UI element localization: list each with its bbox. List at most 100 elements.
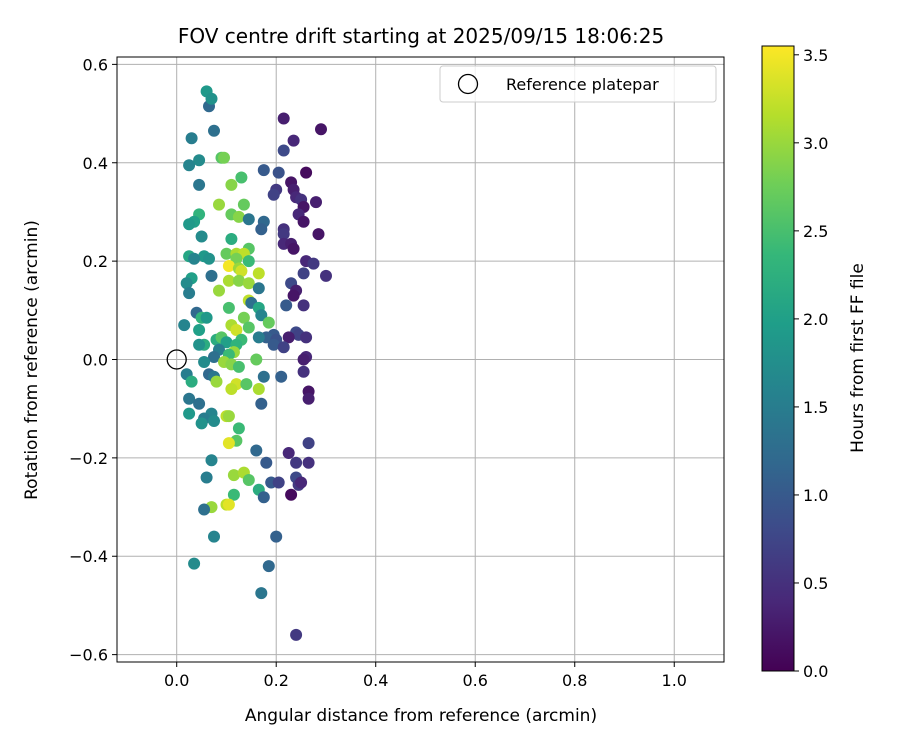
data-point [257, 491, 270, 504]
data-point [193, 338, 206, 351]
data-point [277, 144, 290, 157]
data-point [295, 476, 308, 489]
data-point [242, 321, 255, 334]
data-point [200, 471, 213, 484]
data-point [272, 166, 285, 179]
colorbar-tick-label: 1.0 [803, 486, 828, 505]
data-point [193, 154, 206, 167]
data-point [220, 336, 233, 349]
data-point [208, 530, 220, 543]
data-point [185, 375, 198, 388]
data-point [235, 171, 248, 184]
data-point [193, 178, 206, 191]
data-point [225, 383, 238, 395]
data-point [297, 299, 310, 312]
data-point [267, 338, 280, 351]
y-ticks: −0.6 −0.4 −0.2 0.0 0.2 0.4 0.6 [69, 55, 117, 665]
y-tick-label: 0.0 [83, 351, 108, 370]
data-point [208, 124, 220, 137]
data-point [300, 331, 313, 344]
data-point [232, 422, 245, 435]
data-point [315, 123, 327, 136]
data-point [297, 267, 310, 280]
data-point [195, 417, 208, 430]
colorbar-tick-label: 3.5 [803, 46, 828, 65]
data-point [235, 265, 248, 277]
data-point [222, 301, 235, 314]
data-point [208, 351, 220, 363]
data-point [183, 407, 196, 420]
data-point [225, 233, 238, 245]
data-point [262, 560, 275, 573]
data-point [287, 242, 300, 255]
colorbar-tick-label: 2.0 [803, 310, 828, 329]
y-tick-label: −0.6 [69, 646, 108, 665]
y-tick-label: 0.2 [83, 252, 108, 271]
data-point [237, 311, 250, 324]
chart-title: FOV centre drift starting at 2025/09/15 … [178, 24, 664, 48]
data-point [255, 223, 268, 236]
data-point [257, 370, 270, 383]
x-tick-label: 0.8 [562, 671, 587, 690]
data-point [222, 410, 235, 423]
x-tick-label: 0.2 [263, 671, 288, 690]
data-point [297, 353, 310, 366]
data-point [193, 397, 206, 410]
data-point [242, 277, 255, 290]
data-point [285, 488, 298, 501]
data-point [185, 132, 198, 145]
data-point [302, 456, 315, 469]
data-point [183, 287, 196, 300]
colorbar-frame [761, 45, 795, 672]
data-point [242, 474, 255, 486]
colorbar-tick-label: 2.5 [803, 222, 828, 241]
data-point [312, 228, 325, 241]
data-point [232, 274, 245, 287]
data-point [270, 530, 283, 543]
data-point [242, 213, 255, 226]
colorbar-label: Hours from first FF file [848, 263, 868, 453]
y-axis-label: Rotation from reference (arcmin) [22, 220, 42, 500]
data-point [297, 215, 310, 228]
data-point [198, 356, 211, 368]
data-point [205, 92, 218, 105]
colorbar [762, 46, 794, 671]
x-tick-label: 0.6 [463, 671, 488, 690]
data-point [275, 370, 288, 383]
data-point [230, 324, 243, 336]
data-point [213, 198, 225, 211]
colorbar-tick-label: 3.0 [803, 134, 828, 153]
data-point [240, 378, 253, 391]
data-point [277, 341, 290, 354]
data-point [255, 587, 268, 600]
y-tick-label: 0.6 [83, 55, 108, 74]
data-point [183, 218, 196, 231]
data-point [287, 289, 300, 302]
data-point [262, 316, 275, 329]
data-point [193, 324, 206, 336]
y-tick-label: −0.4 [69, 547, 108, 566]
data-point [222, 498, 235, 511]
y-tick-label: −0.2 [69, 449, 108, 468]
data-point [195, 230, 208, 243]
legend-label: Reference platepar [506, 75, 659, 94]
data-point [260, 456, 273, 469]
data-point [252, 331, 265, 344]
data-point [183, 159, 196, 172]
data-point [272, 476, 285, 489]
data-point [250, 444, 263, 457]
data-point [220, 247, 233, 260]
reference-marker [166, 349, 187, 370]
data-point [320, 269, 332, 282]
data-point [200, 311, 213, 324]
data-point [302, 392, 315, 405]
data-point [252, 282, 265, 295]
data-point [237, 198, 250, 211]
data-point [250, 353, 263, 366]
data-point [227, 469, 240, 482]
data-point [213, 284, 225, 297]
data-point [252, 267, 265, 280]
data-point [252, 383, 265, 395]
data-point [257, 164, 270, 177]
